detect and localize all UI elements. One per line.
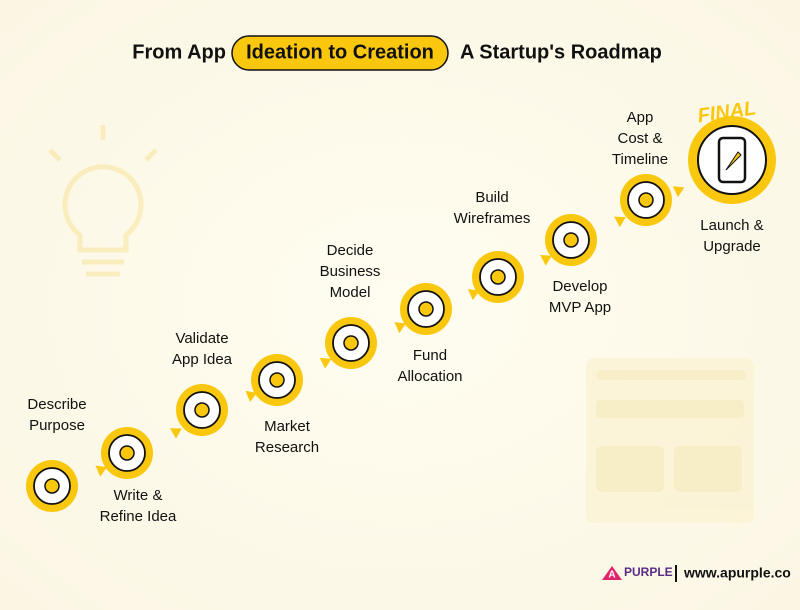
step-arrow <box>95 465 107 477</box>
title-before: From App <box>132 41 226 63</box>
footer-url: www.apurple.co <box>683 565 791 581</box>
step-label: Cost & <box>617 130 662 147</box>
step-label: Wireframes <box>454 210 531 227</box>
step-label: Write & <box>114 487 163 504</box>
step-label: Build <box>475 189 508 206</box>
step-icon <box>44 478 60 494</box>
step-icon <box>418 301 434 317</box>
step-label: Model <box>330 284 371 301</box>
step-arrow <box>170 428 182 439</box>
step-arrow <box>319 357 332 369</box>
step-arrow <box>672 186 685 198</box>
logo-shape <box>602 566 622 580</box>
step-icon <box>490 269 506 285</box>
step-label: App Idea <box>172 351 233 368</box>
step-label: Allocation <box>397 368 462 385</box>
step-label: Purpose <box>29 417 85 434</box>
final-rocket-icon <box>725 151 742 171</box>
step-label: Timeline <box>612 151 668 168</box>
step-label: Validate <box>175 330 228 347</box>
step-label: Refine Idea <box>100 508 177 525</box>
step-icon <box>194 402 210 418</box>
final-label: Upgrade <box>703 238 761 255</box>
step-label: Describe <box>27 396 86 413</box>
step-label: Decide <box>327 242 374 259</box>
step-icon <box>563 232 579 248</box>
step-label: Business <box>320 263 381 280</box>
final-phone-icon <box>717 136 747 184</box>
step-icon <box>638 192 654 208</box>
step-label: MVP App <box>549 299 611 316</box>
step-arrow <box>467 289 480 301</box>
step-label: Fund <box>413 347 447 364</box>
step-arrow <box>614 216 626 228</box>
step-label: Research <box>255 439 319 456</box>
step-label: App <box>627 109 654 126</box>
final-inner <box>697 125 767 195</box>
step-icon <box>119 445 135 461</box>
step-label: Develop <box>552 278 607 295</box>
card-decoration <box>586 358 754 523</box>
title-pill <box>231 35 449 71</box>
step-icon <box>343 335 359 351</box>
final-label: Launch & <box>700 217 763 234</box>
logo-text: PURPLE <box>624 565 673 579</box>
step-icon <box>269 372 285 388</box>
bulb-decoration <box>48 125 158 277</box>
step-arrow <box>540 254 552 266</box>
title-after: A Startup's Roadmap <box>460 41 662 63</box>
step-arrow <box>245 390 258 403</box>
logo-mark: A <box>608 570 615 581</box>
title-highlight: Ideation to Creation <box>246 41 434 63</box>
step-label: Market <box>264 418 311 435</box>
step-arrow <box>394 322 406 334</box>
